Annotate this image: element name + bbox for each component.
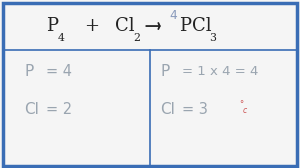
Text: Cl: Cl xyxy=(160,102,175,117)
Text: P: P xyxy=(160,64,170,79)
FancyBboxPatch shape xyxy=(3,3,297,166)
Text: 2: 2 xyxy=(133,33,140,43)
Text: Cl: Cl xyxy=(115,17,134,35)
Text: 4: 4 xyxy=(169,9,177,22)
Text: = 4: = 4 xyxy=(46,64,73,79)
Text: P: P xyxy=(46,17,58,35)
Text: 4: 4 xyxy=(58,33,65,43)
Text: +: + xyxy=(84,17,99,35)
Text: = 2: = 2 xyxy=(46,102,73,117)
Text: = 3: = 3 xyxy=(182,102,208,117)
Text: = 1 x 4 = 4: = 1 x 4 = 4 xyxy=(182,65,258,78)
Text: P: P xyxy=(179,17,191,35)
Text: c: c xyxy=(242,106,247,115)
Text: 3: 3 xyxy=(209,33,217,43)
Text: Cl: Cl xyxy=(192,17,212,35)
Text: Cl: Cl xyxy=(24,102,39,117)
Text: P: P xyxy=(24,64,33,79)
Text: °: ° xyxy=(239,100,244,109)
